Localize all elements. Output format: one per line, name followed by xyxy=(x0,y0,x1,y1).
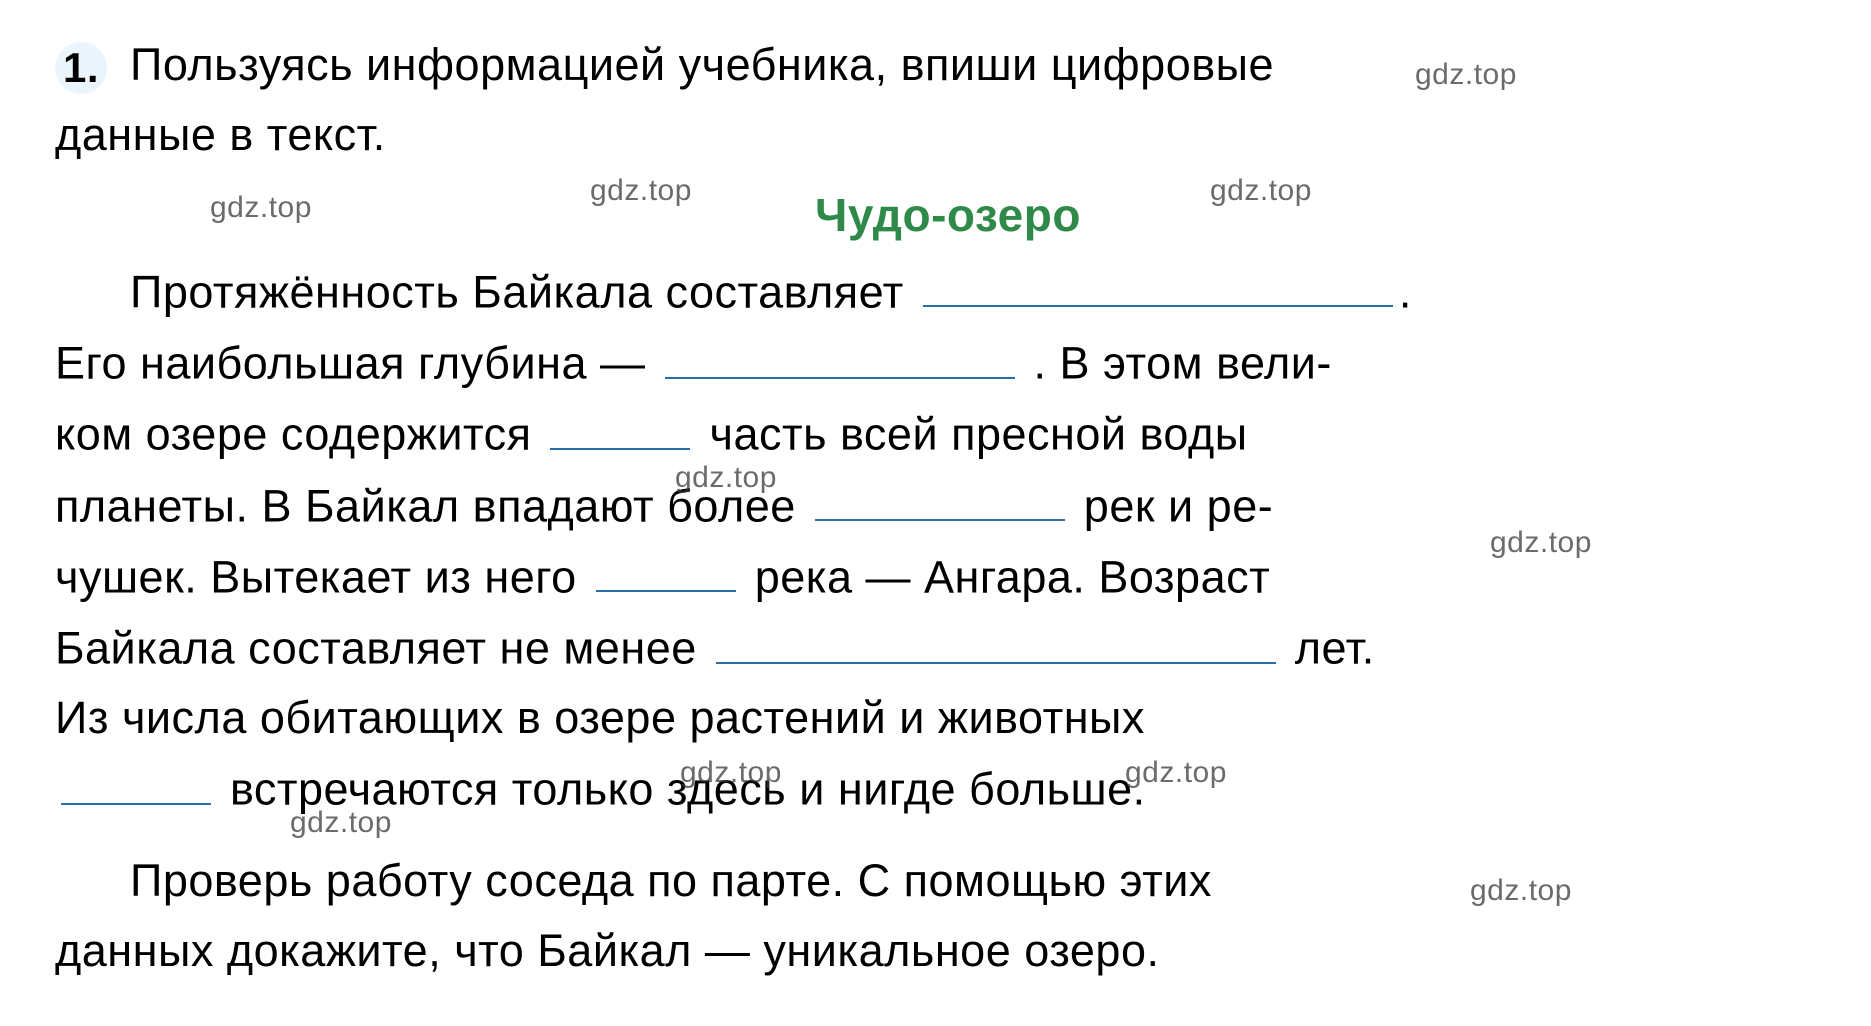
footer-line-1: Проверь работу соседа по парте. С помощь… xyxy=(55,846,1841,916)
text-b4: ком озере содержится xyxy=(55,409,531,460)
text-b7: рек и ре- xyxy=(1084,480,1273,531)
footer-text-1: Проверь работу соседа по парте. С помощь… xyxy=(130,855,1212,906)
section-title: Чудо-озеро xyxy=(55,180,1841,251)
text-b11: лет. xyxy=(1295,623,1375,674)
body-line-6: Байкала составляет не менее лет. xyxy=(55,612,1841,683)
blank-6[interactable] xyxy=(716,612,1276,664)
body-line-1: Протяжённость Байкала составляет . xyxy=(55,256,1841,327)
body-line-5: чушек. Вытекает из него река — Ангара. В… xyxy=(55,541,1841,612)
body-line-8: встречаются только здесь и нигде больше. xyxy=(55,753,1841,824)
text-b3: . В этом вели- xyxy=(1034,338,1332,389)
footer-text-2: данных докажите, что Байкал — уникальное… xyxy=(55,925,1159,976)
text-b2: Его наибольшая глубина — xyxy=(55,338,645,389)
exercise-page: 1. Пользуясь информацией учебника, впиши… xyxy=(0,0,1871,1026)
text-b8: чушек. Вытекает из него xyxy=(55,551,577,602)
blank-5[interactable] xyxy=(596,541,736,593)
body-line-3: ком озере содержится часть всей пресной … xyxy=(55,398,1841,469)
task-text-1: Пользуясь информацией учебника, впиши ци… xyxy=(130,39,1274,90)
blank-1[interactable] xyxy=(923,256,1393,308)
period-1: . xyxy=(1399,266,1412,317)
blank-7[interactable] xyxy=(61,753,211,805)
blank-4[interactable] xyxy=(815,470,1065,522)
paragraph-spacer xyxy=(55,824,1841,846)
text-b12: Из числа обитающих в озере растений и жи… xyxy=(55,692,1145,743)
text-b13: встречаются только здесь и нигде больше. xyxy=(230,764,1146,815)
task-text-2: данные в текст. xyxy=(55,109,386,160)
text-b1: Протяжённость Байкала составляет xyxy=(130,266,904,317)
footer-line-2: данных докажите, что Байкал — уникальное… xyxy=(55,916,1841,986)
task-prompt-line2: данные в текст. xyxy=(55,100,1841,170)
body-line-2: Его наибольшая глубина — . В этом вели- xyxy=(55,327,1841,398)
text-b6: планеты. В Байкал впадают более xyxy=(55,480,796,531)
task-number-circle: 1. xyxy=(55,42,107,94)
task-prompt-line1: 1. Пользуясь информацией учебника, впиши… xyxy=(55,30,1841,100)
text-b10: Байкала составляет не менее xyxy=(55,623,697,674)
blank-3[interactable] xyxy=(550,398,690,450)
blank-2[interactable] xyxy=(665,327,1015,379)
body-line-7: Из числа обитающих в озере растений и жи… xyxy=(55,683,1841,753)
body-line-4: планеты. В Байкал впадают более рек и ре… xyxy=(55,470,1841,541)
text-b5: часть всей пресной воды xyxy=(710,409,1248,460)
text-b9: река — Ангара. Возраст xyxy=(755,551,1270,602)
